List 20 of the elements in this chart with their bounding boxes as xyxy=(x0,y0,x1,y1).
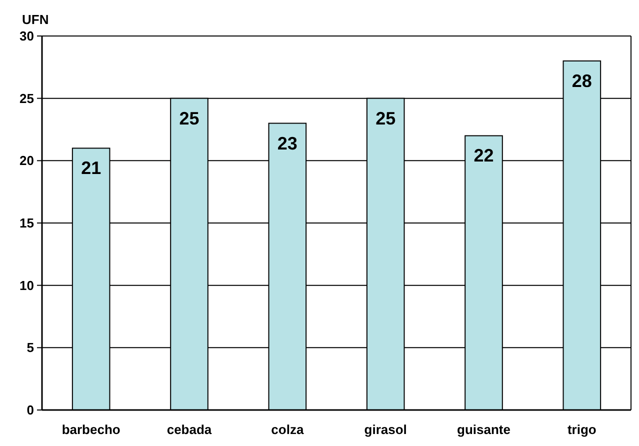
y-axis-title: UFN xyxy=(22,12,49,27)
data-label: 21 xyxy=(81,158,102,178)
x-tick-label: trigo xyxy=(567,422,596,437)
y-tick-label: 15 xyxy=(20,216,34,231)
data-label: 25 xyxy=(376,108,396,128)
data-label: 22 xyxy=(474,146,494,166)
x-tick-label: cebada xyxy=(166,422,212,437)
y-tick-label: 25 xyxy=(20,90,34,106)
y-tick-label: 5 xyxy=(26,340,34,356)
data-label: 28 xyxy=(572,70,592,91)
data-label: 25 xyxy=(179,108,200,128)
y-tick-label: 20 xyxy=(20,153,34,168)
data-label: 23 xyxy=(277,133,298,154)
x-tick-label: guisante xyxy=(457,422,510,437)
x-tick-label: barbecho xyxy=(62,422,120,437)
x-tick-label: colza xyxy=(271,422,304,437)
y-tick-label: 10 xyxy=(20,278,34,293)
x-tick-label: girasol xyxy=(364,422,407,437)
y-tick-label: 30 xyxy=(20,28,34,44)
y-tick-label: 0 xyxy=(26,402,34,418)
